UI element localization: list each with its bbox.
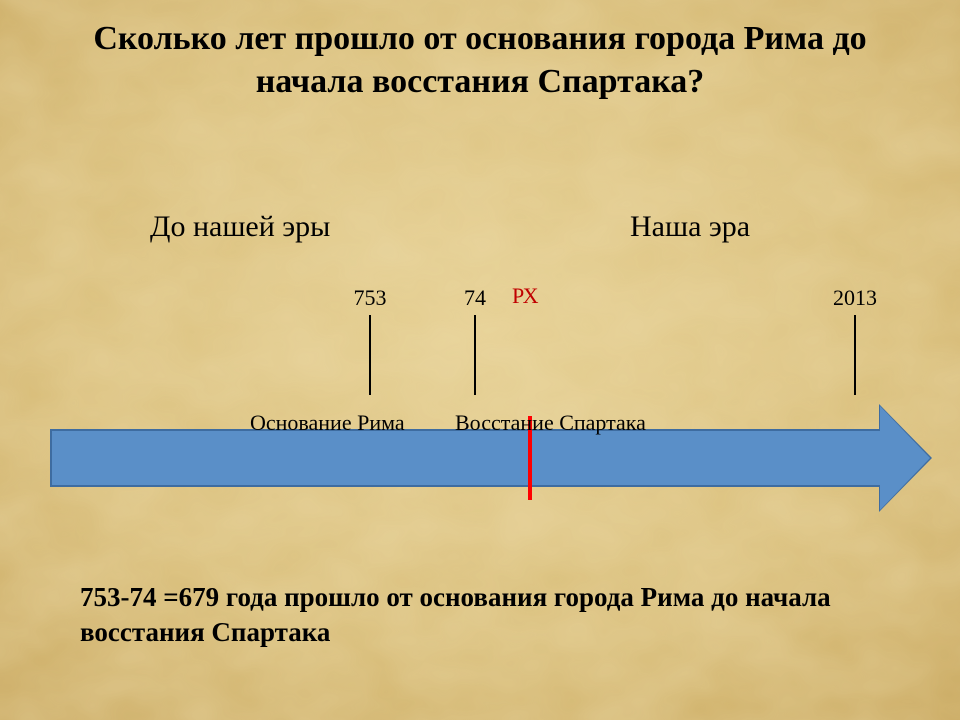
answer-text: 753-74 =679 года прошло от основания гор… [80, 580, 900, 650]
tick-below-t74: Восстание Спартака [455, 410, 646, 436]
tick-year-t74: 74 [435, 285, 515, 311]
era-label-bc: До нашей эры [150, 210, 330, 244]
tick-below-t753: Основание Рима [250, 410, 405, 436]
tick-t74 [474, 315, 476, 395]
era-label-ad: Наша эра [630, 210, 750, 244]
arrow-head-icon [880, 406, 930, 510]
tick-year-t753: 753 [330, 285, 410, 311]
tick-t753 [369, 315, 371, 395]
tick-t2013 [854, 315, 856, 395]
tick-year-t2013: 2013 [815, 285, 895, 311]
page-title: Сколько лет прошло от основания города Р… [40, 0, 920, 103]
arrow-body [50, 429, 880, 487]
rx-label: РХ [512, 283, 539, 309]
